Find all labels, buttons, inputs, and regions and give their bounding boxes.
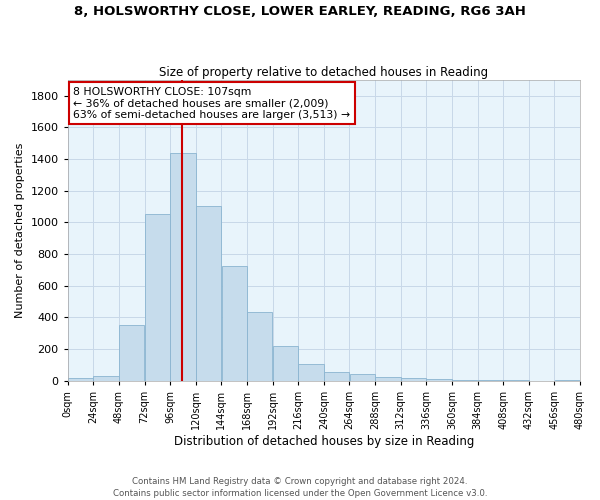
Bar: [375, 378, 401, 380]
Bar: [324, 372, 349, 380]
Bar: [298, 364, 323, 380]
Bar: [221, 266, 247, 380]
Bar: [247, 312, 272, 380]
Bar: [427, 379, 452, 380]
X-axis label: Distribution of detached houses by size in Reading: Distribution of detached houses by size …: [173, 434, 474, 448]
Bar: [68, 378, 93, 380]
Bar: [196, 206, 221, 380]
Y-axis label: Number of detached properties: Number of detached properties: [15, 142, 25, 318]
Title: Size of property relative to detached houses in Reading: Size of property relative to detached ho…: [159, 66, 488, 78]
Bar: [119, 325, 145, 380]
Text: 8 HOLSWORTHY CLOSE: 107sqm
← 36% of detached houses are smaller (2,009)
63% of s: 8 HOLSWORTHY CLOSE: 107sqm ← 36% of deta…: [73, 87, 350, 120]
Text: Contains HM Land Registry data © Crown copyright and database right 2024.
Contai: Contains HM Land Registry data © Crown c…: [113, 476, 487, 498]
Bar: [145, 214, 170, 380]
Bar: [273, 346, 298, 380]
Bar: [94, 376, 119, 380]
Bar: [401, 378, 426, 380]
Text: 8, HOLSWORTHY CLOSE, LOWER EARLEY, READING, RG6 3AH: 8, HOLSWORTHY CLOSE, LOWER EARLEY, READI…: [74, 5, 526, 18]
Bar: [170, 152, 196, 380]
Bar: [350, 374, 375, 380]
